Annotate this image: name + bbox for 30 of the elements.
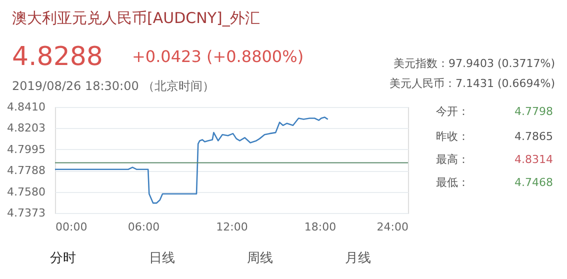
- text: 最高：: [436, 153, 469, 166]
- y-tick-label: 4.7580: [7, 185, 46, 198]
- text: 2019/08/26 18:30:00 （北京时间）: [12, 79, 215, 93]
- x-tick-label: 24:00: [376, 220, 408, 234]
- text: 美元人民币：7.1431 (0.6694%): [389, 77, 555, 90]
- y-tick-label: 4.7995: [7, 142, 46, 156]
- chart-title: 澳大利亚元兑人民币[AUDCNY]_外汇: [12, 9, 260, 27]
- x-tick-label: 12:00: [216, 220, 248, 234]
- text: 4.7468: [514, 176, 553, 189]
- text: 日线: [149, 251, 175, 266]
- x-tick-label: 06:00: [128, 220, 160, 234]
- text: 美元指数：97.9403 (0.3717%): [393, 57, 555, 70]
- x-tick-label: 18:00: [304, 220, 336, 234]
- text: 4.8288: [12, 42, 103, 72]
- y-tick-label: 4.7373: [7, 206, 46, 220]
- text: 周线: [247, 251, 273, 266]
- text: 今开：: [436, 105, 469, 118]
- text: +0.0423 (+0.8800%): [132, 47, 304, 66]
- text: 4.7798: [514, 105, 553, 118]
- text: 月线: [345, 251, 371, 266]
- text: 分时: [50, 251, 76, 266]
- y-tick-label: 4.8410: [7, 100, 46, 114]
- x-tick-label: 00:00: [56, 220, 88, 234]
- y-tick-label: 4.7788: [7, 164, 46, 178]
- y-tick-label: 4.8203: [7, 122, 46, 135]
- line-series: [54, 116, 328, 204]
- text: 最低：: [436, 176, 469, 189]
- text: 昨收：: [436, 130, 469, 143]
- text: 4.8314: [514, 153, 553, 166]
- text: 4.7865: [514, 130, 553, 143]
